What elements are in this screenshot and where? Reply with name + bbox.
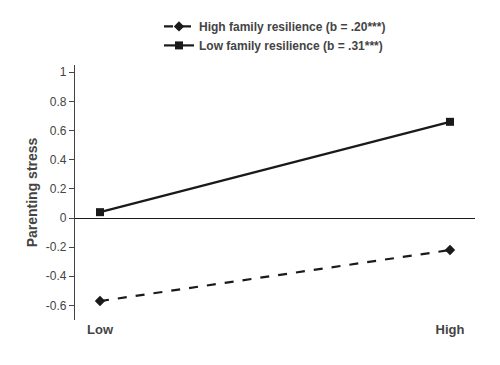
svg-text:-0.4: -0.4 bbox=[46, 269, 67, 283]
svg-text:0.8: 0.8 bbox=[50, 95, 67, 109]
svg-text:Low family resilience (b = .31: Low family resilience (b = .31***) bbox=[199, 39, 383, 53]
svg-text:-0.2: -0.2 bbox=[46, 240, 67, 254]
svg-text:0: 0 bbox=[60, 211, 67, 225]
svg-text:0.6: 0.6 bbox=[50, 124, 67, 138]
svg-text:High family resilience (b = .2: High family resilience (b = .20***) bbox=[199, 20, 385, 34]
svg-text:Parenting stress: Parenting stress bbox=[24, 137, 40, 247]
svg-text:High: High bbox=[436, 322, 465, 337]
svg-text:1: 1 bbox=[60, 65, 67, 79]
svg-text:0.4: 0.4 bbox=[50, 153, 67, 167]
svg-text:-0.6: -0.6 bbox=[46, 299, 67, 313]
svg-text:Low: Low bbox=[87, 322, 114, 337]
svg-text:0.2: 0.2 bbox=[50, 182, 67, 196]
